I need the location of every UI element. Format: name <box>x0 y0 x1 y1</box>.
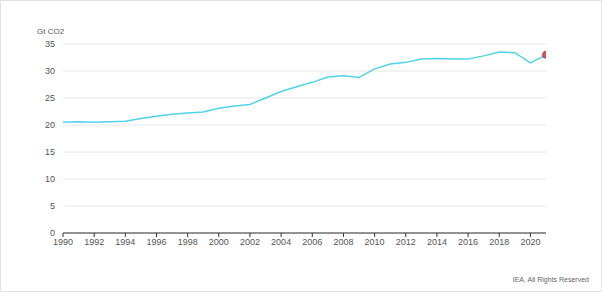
svg-text:10: 10 <box>45 174 55 184</box>
svg-text:1996: 1996 <box>146 237 166 247</box>
svg-text:2012: 2012 <box>396 237 416 247</box>
html-text:IEA. All Rights Reserved: IEA. All Rights Reserved <box>512 276 589 283</box>
svg-text:1992: 1992 <box>84 237 104 247</box>
svg-text:2006: 2006 <box>302 237 322 247</box>
svg-text:1998: 1998 <box>178 237 198 247</box>
svg-text:25: 25 <box>45 93 55 103</box>
svg-text:1990: 1990 <box>53 237 73 247</box>
svg-text:2000: 2000 <box>209 237 229 247</box>
svg-text:2016: 2016 <box>458 237 478 247</box>
svg-text:2018: 2018 <box>489 237 509 247</box>
svg-text:15: 15 <box>45 147 55 157</box>
svg-text:30: 30 <box>45 66 55 76</box>
svg-text:20: 20 <box>45 120 55 130</box>
svg-text:2010: 2010 <box>365 237 385 247</box>
svg-text:0: 0 <box>50 228 55 238</box>
svg-text:5: 5 <box>50 201 55 211</box>
svg-text:2014: 2014 <box>427 237 447 247</box>
svg-text:2020: 2020 <box>520 237 540 247</box>
svg-text:2008: 2008 <box>333 237 353 247</box>
svg-text:2004: 2004 <box>271 237 291 247</box>
svg-text:1994: 1994 <box>115 237 135 247</box>
html-text:Gt CO2: Gt CO2 <box>37 27 65 36</box>
svg-text:2002: 2002 <box>240 237 260 247</box>
svg-text:35: 35 <box>45 39 55 49</box>
